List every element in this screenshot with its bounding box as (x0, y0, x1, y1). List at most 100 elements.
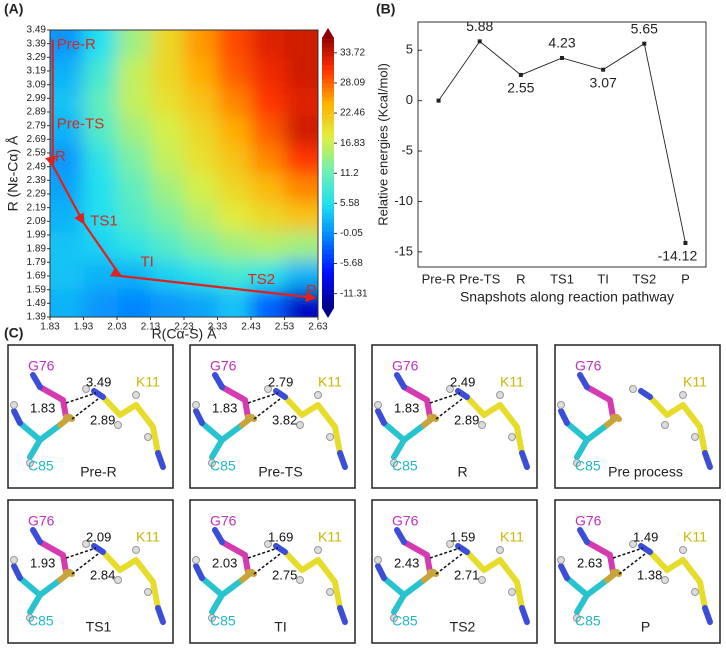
distance-label: 2.03 (212, 555, 237, 570)
y-tick-label: 2.59 (27, 148, 47, 159)
bond (273, 543, 288, 555)
colorbar-segment (322, 276, 334, 282)
heat-cell (184, 87, 218, 117)
distance-label: 2.89 (90, 412, 115, 427)
bond (91, 543, 106, 555)
colorbar-segment (322, 118, 334, 124)
colorbar-segment (322, 267, 334, 273)
bond (464, 549, 525, 611)
bond (401, 539, 433, 575)
colorbar-segment (322, 168, 334, 174)
bond (427, 569, 439, 577)
bond (584, 577, 610, 598)
heat-cell (217, 87, 252, 117)
x-tick-label: 2.03 (107, 322, 127, 333)
heat-cell (50, 116, 84, 146)
hydrogen (296, 421, 304, 429)
colorbar-segment (322, 289, 334, 295)
heat-cell (184, 58, 218, 88)
hydrogen (496, 546, 504, 554)
bond (638, 543, 653, 555)
panel-caption: TI (274, 619, 286, 635)
colorbar-segment (322, 285, 334, 291)
hydrogen (192, 556, 200, 564)
distance-label: 2.84 (90, 567, 115, 582)
bond (100, 394, 161, 456)
bond (394, 527, 407, 545)
hydrogen (144, 588, 152, 596)
colorbar-segment (322, 159, 334, 165)
annotation: Pre-R (57, 36, 96, 53)
colorbar-segment (322, 91, 334, 97)
hydrogen (82, 385, 90, 393)
y-tick-label: 2.09 (27, 216, 47, 227)
heat-cell (251, 30, 285, 60)
y-tick-label: 3.29 (27, 52, 47, 63)
x-tick-label: 2.33 (208, 322, 228, 333)
bond (558, 563, 570, 581)
distance-line (435, 553, 463, 575)
colorbar-segment (322, 141, 334, 147)
panel-caption: TS2 (450, 619, 476, 635)
y-tick-label: 1.89 (27, 243, 47, 254)
bond (577, 372, 590, 390)
hydrogen (691, 588, 699, 596)
distance-label: 1.93 (30, 555, 55, 570)
residue-label: C85 (210, 458, 236, 474)
y-tick-label: 1.59 (27, 284, 47, 295)
y-tick-label: 1.69 (27, 271, 47, 282)
distance-line (435, 398, 463, 420)
panel-caption: P (641, 619, 650, 635)
bond (519, 450, 530, 470)
heat-cell (251, 230, 285, 261)
colorbar-tick-label: 11.2 (340, 168, 359, 179)
heat-cell (251, 173, 285, 203)
colorbar-segment (322, 132, 334, 138)
colorbar-segment (322, 154, 334, 160)
distance-label: 2.79 (268, 374, 293, 389)
hydrogen (132, 391, 140, 399)
panel-caption: Pre-TS (258, 464, 302, 480)
point (642, 41, 647, 46)
residue-label: G76 (28, 358, 55, 374)
residue-label: K11 (683, 374, 707, 390)
hydrogen (691, 433, 699, 441)
distance-label: 2.71 (454, 567, 479, 582)
bond (394, 372, 407, 390)
annotation: TS1 (90, 212, 118, 229)
colorbar-segment (322, 222, 334, 228)
distance-line (71, 398, 99, 420)
x-axis-label: Snapshots along reaction pathway (460, 289, 674, 305)
heat-cell (150, 230, 185, 261)
heat-cell (284, 87, 318, 117)
distance-label: 2.63 (577, 555, 602, 570)
bond (100, 549, 161, 611)
y-tick-label: 2.69 (27, 134, 47, 145)
y-tick-label: 3.49 (27, 25, 47, 36)
heat-cell (50, 58, 84, 88)
colorbar-segment (322, 127, 334, 133)
distance-line (429, 392, 461, 404)
colorbar-segment (322, 253, 334, 259)
bond (282, 394, 343, 456)
hydrogen (508, 588, 516, 596)
y-axis-label: Relative energies (Kcal/mol) (375, 63, 390, 226)
hydrogen (114, 576, 122, 584)
colorbar-tick-label: 5.58 (340, 198, 360, 209)
colorbar-segment (322, 42, 334, 48)
y-tick-label: 3.19 (27, 66, 47, 77)
annotation: R (55, 148, 66, 165)
colorbar-tick-label: 16.83 (340, 138, 365, 149)
hydrogen (661, 421, 669, 429)
heat-cell (217, 230, 252, 261)
hydrogen (478, 576, 486, 584)
heat-cell (83, 144, 118, 174)
colorbar-segment (322, 145, 334, 151)
heat-cell (184, 173, 218, 203)
x-tick-label: R (516, 271, 525, 286)
heat-cell (83, 30, 118, 60)
residue-label: C85 (210, 613, 236, 629)
heatmap-cells (50, 30, 318, 317)
residue-label: G76 (28, 513, 55, 529)
